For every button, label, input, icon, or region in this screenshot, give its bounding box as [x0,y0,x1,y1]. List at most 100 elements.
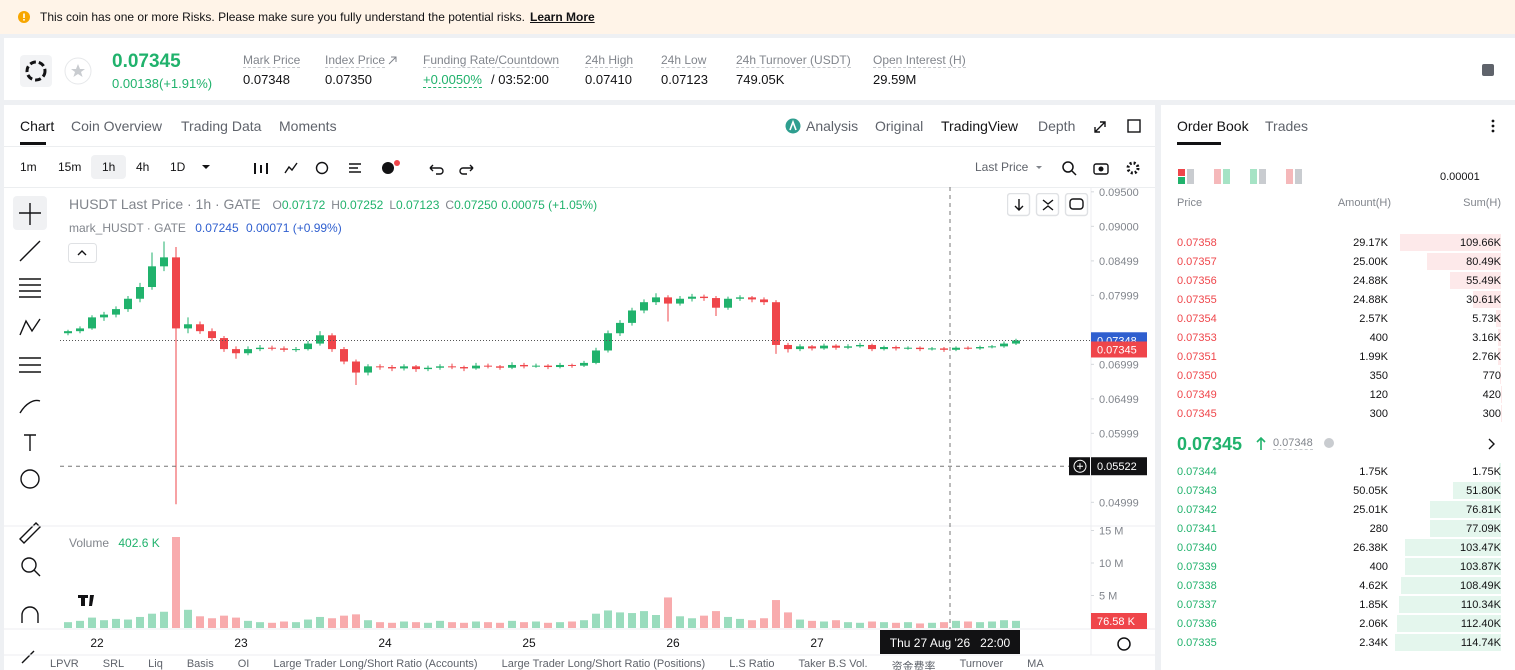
indicator-tab[interactable]: Turnover [959,658,1004,670]
candle-body [736,297,744,299]
volume-bar [916,623,924,628]
candle-body [664,297,672,304]
volume-bar [220,615,228,628]
volume-bar [136,616,144,628]
candle-body [640,302,648,311]
notes-icon[interactable] [1481,63,1495,77]
settings-icon[interactable] [1117,637,1131,651]
collapse-legend[interactable] [68,243,98,263]
indicator-tab[interactable]: Taker B.S Vol. [798,658,868,670]
volume-bar [148,613,156,628]
view-tab[interactable]: Analysis [806,118,859,134]
ohlc-key: H [331,198,340,212]
toolbar-right-icons[interactable] [1034,160,1144,176]
depth-bar [1430,501,1501,518]
book-sum: 55.49K [1466,275,1501,287]
interval[interactable]: 1m [20,160,37,174]
chart-tab[interactable]: Coin Overview [71,118,163,134]
volume-bar [760,618,768,628]
interval[interactable]: 4h [136,160,150,174]
mark-legend-value: 0.07245 [195,221,239,235]
ohlc-key: O [272,198,282,212]
chart-controls[interactable] [1007,193,1089,217]
book-price: 0.07355 [1177,294,1217,306]
candle-body [232,349,240,354]
indicator-tab[interactable]: Liq [148,658,163,670]
drawing-toolbar[interactable] [10,193,52,670]
book-icons[interactable] [1272,437,1502,451]
depth-bar [1395,634,1501,651]
book-tab[interactable]: Order Book [1177,118,1249,134]
precision[interactable]: 0.00001 [1440,171,1480,183]
stat-value: 0.07348 [243,72,290,87]
order-book-panel [1161,105,1515,670]
volume-tick-label: 10 M [1099,558,1123,570]
volume-bar [796,619,804,628]
book-tab[interactable]: Trades [1265,118,1309,134]
indicator-tab[interactable]: SRL [102,658,125,670]
candle-body [100,314,108,318]
chart-tab[interactable]: Chart [20,118,55,134]
book-sum: 2.76K [1472,351,1501,363]
indicator-tab[interactable]: Basis [186,658,214,670]
volume-bar [868,621,876,628]
candle-body [616,322,624,334]
crosshair-price-label: 0.05522 [1097,461,1137,473]
volume-bar [820,621,828,628]
candle-body [964,347,972,349]
favorite-star[interactable] [64,57,92,85]
view-tab[interactable]: TradingView [941,118,1019,134]
book-layout-icons[interactable] [1178,168,1308,186]
depth-bar [1499,463,1501,480]
indicator-tab[interactable]: MA [1027,658,1044,670]
indicator-tab[interactable]: L.S Ratio [729,658,775,670]
active-tab-underline [1177,142,1221,145]
legend-change: 0.00075 (+1.05%) [501,198,598,212]
depth-bar [1399,596,1501,613]
candle-body [688,296,696,299]
window-icons[interactable] [1093,118,1143,134]
interval[interactable]: 1D [170,160,186,174]
volume-bar [784,612,792,628]
candle-body [784,344,792,350]
chart-tab[interactable]: Moments [279,118,337,134]
book-amount: 1.75K [1359,466,1388,478]
book-sum: 5.73K [1472,313,1501,325]
chart-tab[interactable]: Trading Data [181,118,262,134]
book-header: Amount(H) [1337,197,1391,209]
indicator-tab[interactable]: Large Trader Long/Short Ratio (Accounts) [273,658,478,670]
indicator-tab[interactable]: Large Trader Long/Short Ratio (Positions… [501,658,706,670]
interval[interactable]: 1h [102,160,116,174]
learn-more-link[interactable]: Learn More [530,10,595,24]
candle-body [856,344,864,347]
volume-bar [640,611,648,628]
view-tab[interactable]: Original [875,118,924,134]
stat-label: 24h High [585,53,634,68]
volume-bar [616,612,624,628]
interval[interactable]: 15m [58,160,82,174]
toolbar-icons[interactable] [196,160,496,176]
volume-bar [628,613,636,628]
candle-body [412,366,420,370]
book-amount: 280 [1369,523,1388,535]
crosshair-price-tag [1091,457,1147,476]
volume-bar [268,622,276,628]
indicator-tab[interactable]: OI [237,658,250,670]
price-type[interactable]: Last Price [975,160,1029,174]
depth-bar [1472,291,1501,308]
book-sum: 80.49K [1466,256,1501,268]
candle-body [832,345,840,348]
indicator-tab[interactable]: 资金费率 [891,661,936,670]
volume-bar [772,600,780,628]
ohlc-value: 0.07250 [454,198,498,212]
volume-bar [244,620,252,628]
book-amount: 350 [1369,370,1388,382]
volume-bar [88,617,96,628]
view-tab[interactable]: Depth [1038,118,1076,134]
book-amount: 25.01K [1353,504,1388,516]
mark-legend-change: 0.00071 (+0.99%) [245,221,342,235]
indicator-tab[interactable]: LPVR [50,658,79,670]
volume-bar [604,610,612,628]
depth-bar [1500,367,1501,384]
more-icon[interactable] [1488,118,1498,134]
